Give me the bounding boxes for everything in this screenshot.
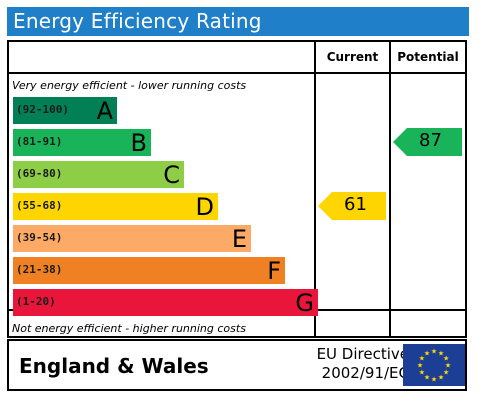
band-e: (39-54) E bbox=[13, 225, 251, 253]
band-range-label: (39-54) bbox=[16, 231, 63, 244]
eu-star: ★ bbox=[419, 369, 425, 377]
rating-table: Current Potential Very energy efficient … bbox=[7, 40, 467, 338]
region-label: England & Wales bbox=[19, 354, 209, 378]
band-letter-label: F bbox=[267, 257, 281, 285]
band-range-label: (1-20) bbox=[16, 295, 56, 308]
current-rating-arrow-value: 61 bbox=[344, 194, 367, 215]
band-a: (92-100) A bbox=[13, 97, 117, 125]
band-range-label: (92-100) bbox=[16, 103, 69, 116]
column-divider-current bbox=[314, 42, 316, 336]
eu-star: ★ bbox=[443, 369, 449, 377]
band-f: (21-38) F bbox=[13, 257, 285, 285]
eu-flag-icon: ★ ★ ★ ★ ★ ★ ★ ★ ★ ★ ★ ★ bbox=[403, 344, 465, 386]
band-c: (69-80) C bbox=[13, 161, 184, 189]
band-d: (55-68) D bbox=[13, 193, 218, 221]
band-range-label: (81-91) bbox=[16, 135, 63, 148]
band-range-label: (55-68) bbox=[16, 199, 63, 212]
band-range-label: (69-80) bbox=[16, 167, 63, 180]
potential-column-header: Potential bbox=[397, 50, 459, 64]
current-rating-arrow: 61 bbox=[318, 192, 386, 220]
eu-star: ★ bbox=[419, 355, 425, 363]
column-divider-potential bbox=[389, 42, 391, 336]
chart-title: Energy Efficiency Rating bbox=[13, 9, 262, 33]
eu-star: ★ bbox=[431, 348, 437, 356]
header-divider bbox=[9, 72, 465, 74]
footer: England & Wales EU Directive 2002/91/EC … bbox=[7, 339, 467, 391]
eu-star: ★ bbox=[431, 376, 437, 384]
eu-star: ★ bbox=[417, 362, 423, 370]
band-range-label: (21-38) bbox=[16, 263, 63, 276]
band-letter-label: B bbox=[130, 129, 147, 157]
band-letter-label: D bbox=[195, 193, 214, 221]
current-column-header: Current bbox=[326, 50, 379, 64]
band-letter-label: C bbox=[163, 161, 180, 189]
inefficient-note: Not energy efficient - higher running co… bbox=[12, 322, 246, 335]
eu-star: ★ bbox=[443, 355, 449, 363]
band-letter-label: G bbox=[295, 289, 314, 317]
eu-star: ★ bbox=[438, 374, 444, 382]
directive-line-1: EU Directive bbox=[316, 345, 409, 363]
eu-star: ★ bbox=[424, 374, 430, 382]
potential-rating-arrow: 87 bbox=[393, 128, 462, 156]
band-b: (81-91) B bbox=[13, 129, 151, 157]
title-bar: Energy Efficiency Rating bbox=[7, 7, 469, 36]
potential-rating-arrow-value: 87 bbox=[419, 130, 442, 151]
eu-star: ★ bbox=[438, 349, 444, 357]
band-g: (1-20) G bbox=[13, 289, 318, 317]
efficient-note: Very energy efficient - lower running co… bbox=[12, 79, 247, 92]
eu-directive: EU Directive 2002/91/EC bbox=[299, 345, 409, 383]
directive-line-2: 2002/91/EC bbox=[321, 364, 409, 382]
eu-star: ★ bbox=[445, 362, 451, 370]
eu-star: ★ bbox=[424, 349, 430, 357]
band-letter-label: A bbox=[96, 97, 113, 125]
band-letter-label: E bbox=[231, 225, 247, 253]
